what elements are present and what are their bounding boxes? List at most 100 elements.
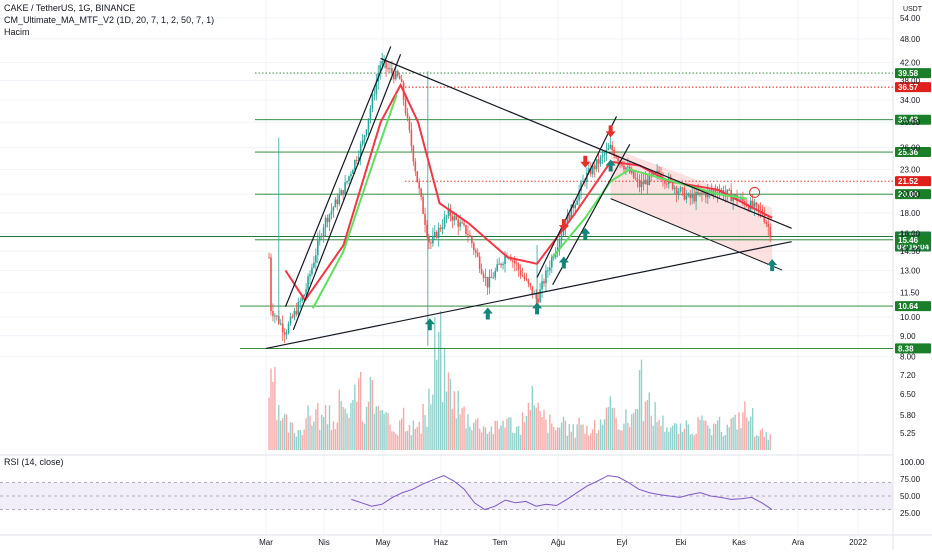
candle-body xyxy=(627,166,629,168)
candle-body xyxy=(523,276,526,280)
volume-bar xyxy=(379,410,381,450)
candle-body xyxy=(593,165,596,169)
candle-body xyxy=(289,316,292,324)
volume-tick: 6.50 xyxy=(900,390,916,399)
price-axis[interactable]: 39.5836.5730.4325.3621.5220.0015.7502:16… xyxy=(895,14,931,518)
horizontal-levels xyxy=(0,72,893,349)
candle-body xyxy=(504,255,506,264)
volume-bar xyxy=(736,429,738,450)
volume-bar xyxy=(307,405,309,450)
candle-body xyxy=(531,286,534,295)
candle-body xyxy=(309,274,311,277)
candle-body xyxy=(671,180,674,189)
candle-body xyxy=(703,193,705,195)
volume-bar xyxy=(750,416,752,450)
volume-bar xyxy=(675,423,678,450)
arrow-up-icon xyxy=(580,227,591,240)
volume-bar xyxy=(285,414,288,450)
volume-bar xyxy=(689,434,691,450)
candle-body xyxy=(311,267,313,275)
volume-bar xyxy=(740,428,742,450)
candle-body xyxy=(683,188,686,200)
volume-bar xyxy=(278,405,280,450)
volume-bar xyxy=(693,435,695,450)
volume-bar xyxy=(317,403,319,450)
candle-body xyxy=(576,200,578,205)
volume-legend[interactable]: Hacim xyxy=(4,27,30,37)
volume-bar xyxy=(297,430,299,450)
volume-bar xyxy=(631,414,633,450)
candle-body xyxy=(705,193,707,198)
candle-body xyxy=(476,252,479,257)
candle-body xyxy=(513,260,516,264)
candle-body xyxy=(320,235,323,237)
candle-body xyxy=(406,113,409,118)
volume-bar xyxy=(539,410,541,450)
level-badge-label: 25.36 xyxy=(898,148,919,157)
candle-body xyxy=(710,190,713,192)
candle-body xyxy=(689,193,692,199)
candle-body xyxy=(354,160,356,171)
candle-body xyxy=(578,190,580,201)
candle-body xyxy=(457,219,459,227)
volume-bar xyxy=(597,430,600,450)
volume-bar xyxy=(722,436,725,450)
volume-bar xyxy=(605,407,608,450)
candle-body xyxy=(356,160,358,162)
volume-bar xyxy=(428,388,430,450)
candle-body xyxy=(488,276,491,288)
volume-tick: 5.25 xyxy=(900,429,916,438)
candle-body xyxy=(396,70,399,76)
volume-bar xyxy=(332,421,335,450)
candle-body xyxy=(375,81,378,95)
candle-body xyxy=(441,227,444,230)
candle-body xyxy=(307,276,309,290)
volume-bar xyxy=(603,419,606,450)
volume-bar xyxy=(654,402,656,450)
volume-bar xyxy=(295,436,298,450)
candle-body xyxy=(463,223,465,226)
candle-body xyxy=(474,250,477,253)
volume-bar xyxy=(471,430,473,450)
candle-body xyxy=(590,168,592,175)
volume-bar xyxy=(488,431,491,450)
candle-body xyxy=(430,242,432,244)
indicator-legend[interactable]: CM_Ultimate_MA_MTF_V2 (1D, 20, 7, 1, 2, … xyxy=(4,15,215,25)
time-axis[interactable]: Mar Nis May Haz Tem Ağu Eyl Eki Kas Ara 2022 xyxy=(259,538,867,547)
rsi-legend[interactable]: RSI (14, close) xyxy=(4,457,64,467)
volume-bar xyxy=(375,406,377,450)
price-tick: 8.00 xyxy=(900,353,916,362)
volume-bar xyxy=(500,425,502,450)
volume-bar xyxy=(523,422,526,450)
candle-body xyxy=(379,65,381,74)
candle-body xyxy=(348,176,350,181)
volume-bar xyxy=(371,380,374,450)
arrow-down-icon xyxy=(558,219,569,232)
volume-bar xyxy=(397,435,399,450)
time-tick: Eyl xyxy=(616,538,627,547)
arrow-up-icon xyxy=(767,259,778,272)
candle-body xyxy=(673,187,676,189)
level-badge-label: 39.58 xyxy=(898,69,919,78)
candle-body xyxy=(496,264,498,271)
candle-body xyxy=(281,323,284,333)
candle-body xyxy=(435,231,438,238)
symbol-title[interactable]: CAKE / TetherUS, 1G, BINANCE xyxy=(4,3,136,13)
volume-bar xyxy=(683,428,686,450)
volume-bar xyxy=(422,403,424,450)
volume-bar xyxy=(703,420,705,450)
time-tick: Eki xyxy=(675,538,686,547)
rsi-tick: 75.00 xyxy=(900,475,921,484)
candle-body xyxy=(666,183,668,185)
volume-bar xyxy=(410,435,413,450)
candle-body xyxy=(426,224,428,236)
candle-body xyxy=(395,70,397,80)
volume-bar xyxy=(551,423,553,450)
level-badge xyxy=(895,343,931,354)
volume-bar xyxy=(564,420,567,450)
candle-body xyxy=(283,332,286,335)
candle-body xyxy=(291,316,294,318)
volume-bar xyxy=(625,409,627,450)
